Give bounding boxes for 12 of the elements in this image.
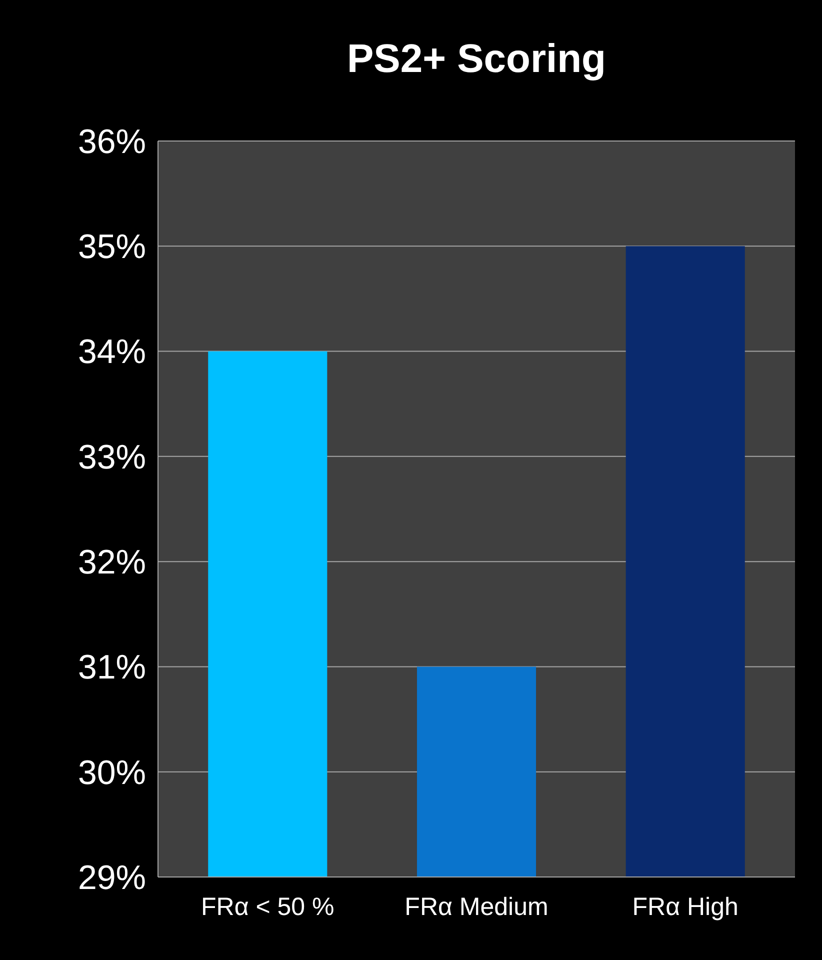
y-tick-label: 30% <box>78 754 146 792</box>
y-tick-label: 35% <box>78 228 146 266</box>
y-tick-label: 32% <box>78 543 146 582</box>
y-tick-label: 36% <box>78 122 146 161</box>
y-tick-label: 31% <box>78 648 146 687</box>
y-tick-label: 29% <box>78 858 146 897</box>
x-tick-label: FRα High <box>632 893 738 921</box>
x-tick-label: FRα < 50 % <box>201 893 334 921</box>
x-tick-label: FRα Medium <box>404 893 548 921</box>
chart-title: PS2+ Scoring <box>347 37 606 81</box>
y-tick-label: 34% <box>78 333 146 372</box>
y-tick-label: 33% <box>78 438 146 476</box>
